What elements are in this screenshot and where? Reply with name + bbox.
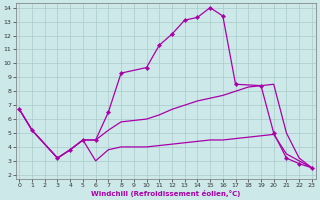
X-axis label: Windchill (Refroidissement éolien,°C): Windchill (Refroidissement éolien,°C) bbox=[91, 190, 240, 197]
